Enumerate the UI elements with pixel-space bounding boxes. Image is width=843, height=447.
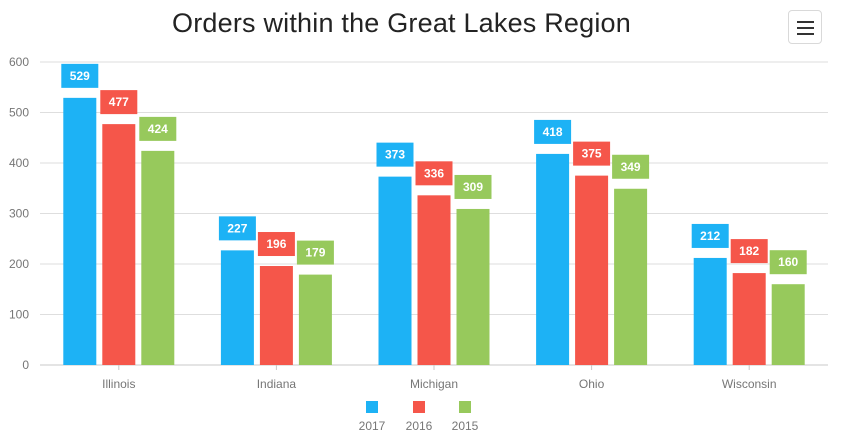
bar-2015-ohio[interactable] (614, 188, 648, 365)
data-label: 336 (424, 166, 444, 180)
data-label-box (139, 116, 177, 141)
x-category-label: Illinois (102, 377, 135, 391)
bar-2015-indiana[interactable] (298, 274, 332, 365)
legend: 2017 2016 2015 (359, 401, 479, 433)
data-label-box (691, 223, 729, 248)
x-category-label: Michigan (410, 377, 458, 391)
bar-2016-illinois[interactable] (102, 124, 136, 366)
bar-2017-michigan[interactable] (378, 176, 412, 365)
chart-menu-button[interactable] (788, 10, 822, 44)
y-tick-label: 0 (22, 358, 29, 372)
data-label-box (769, 250, 807, 275)
data-label-box (100, 90, 138, 115)
data-label: 375 (582, 147, 602, 161)
legend-label: 2017 (359, 419, 386, 433)
data-label: 309 (463, 180, 483, 194)
bar-2017-ohio[interactable] (536, 153, 570, 365)
data-label: 227 (227, 221, 247, 235)
data-label-box (257, 232, 295, 257)
data-label: 373 (385, 148, 405, 162)
bar-2016-ohio[interactable] (575, 175, 609, 365)
bar-2016-indiana[interactable] (259, 266, 293, 365)
legend-swatch (413, 401, 425, 413)
legend-swatch (459, 401, 471, 413)
bar-2015-michigan[interactable] (456, 208, 490, 365)
chart-title: Orders within the Great Lakes Region (172, 8, 631, 38)
legend-label: 2016 (406, 419, 433, 433)
y-tick-label: 500 (9, 106, 29, 120)
data-label: 529 (70, 69, 90, 83)
y-tick-label: 300 (9, 207, 29, 221)
data-label-box (454, 174, 492, 199)
data-label: 212 (700, 229, 720, 243)
data-label: 179 (305, 246, 325, 260)
data-label: 418 (543, 125, 563, 139)
data-label: 196 (266, 237, 286, 251)
bar-2017-wisconsin[interactable] (693, 257, 727, 365)
y-tick-label: 600 (9, 55, 29, 69)
legend-item-2016[interactable]: 2016 (406, 401, 433, 433)
data-label-box (296, 240, 334, 265)
data-label-box (612, 154, 650, 179)
bar-2015-illinois[interactable] (141, 150, 175, 365)
x-category-label: Wisconsin (722, 377, 777, 391)
bars (63, 97, 805, 366)
data-label-box (415, 161, 453, 186)
data-label: 182 (739, 244, 759, 258)
x-category-label: Ohio (579, 377, 605, 391)
data-label: 477 (109, 95, 129, 109)
y-tick-label: 400 (9, 156, 29, 170)
y-tick-label: 100 (9, 308, 29, 322)
data-label: 424 (148, 122, 168, 136)
legend-item-2015[interactable]: 2015 (452, 401, 479, 433)
data-label-box (218, 216, 256, 241)
data-label: 160 (778, 255, 798, 269)
bar-2017-illinois[interactable] (63, 97, 97, 365)
x-axis: Illinois Indiana Michigan Ohio Wisconsin (102, 365, 777, 391)
legend-item-2017[interactable]: 2017 (359, 401, 386, 433)
bar-2016-wisconsin[interactable] (732, 273, 766, 365)
data-label: 349 (621, 160, 641, 174)
data-label-box (376, 142, 414, 167)
data-label-box (573, 141, 611, 166)
legend-swatch (366, 401, 378, 413)
data-label-box (61, 63, 99, 88)
data-label-box (534, 119, 572, 144)
legend-label: 2015 (452, 419, 479, 433)
data-label-box (730, 239, 768, 264)
bar-2017-indiana[interactable] (220, 250, 254, 365)
y-tick-label: 200 (9, 257, 29, 271)
y-axis: 0 100 200 300 400 500 600 (9, 55, 29, 372)
x-category-label: Indiana (257, 377, 297, 391)
data-labels: 529 477 424 227 196 179 373 336 309 418 375 349 212 1… (61, 63, 807, 275)
bar-2015-wisconsin[interactable] (771, 284, 805, 365)
bar-2016-michigan[interactable] (417, 195, 451, 365)
